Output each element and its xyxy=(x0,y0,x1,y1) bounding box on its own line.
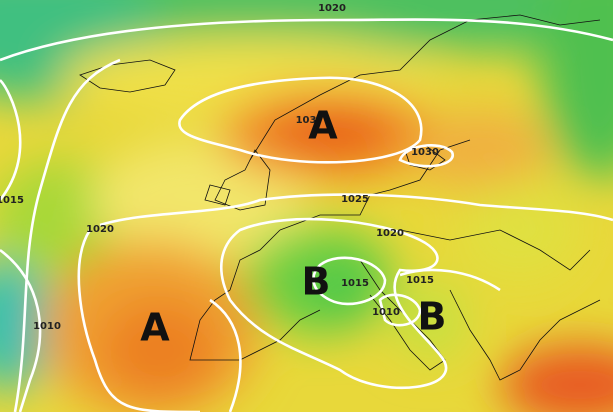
low-pressure-center: B xyxy=(418,295,447,339)
isobar-label: 1015 xyxy=(0,195,24,206)
isobar-label: 103 xyxy=(296,115,317,126)
isobar-label: 1030 xyxy=(411,147,439,158)
isobar-label: 1015 xyxy=(341,278,369,289)
isobar-label: 1020 xyxy=(376,228,404,239)
isobar-label: 1020 xyxy=(318,3,346,14)
isobar-label: 1010 xyxy=(372,307,400,318)
isobars xyxy=(0,18,613,412)
high-pressure-center: A xyxy=(140,306,170,350)
isobar-label: 1015 xyxy=(406,275,434,286)
isobar-label: 1010 xyxy=(33,321,61,332)
low-pressure-center: B xyxy=(302,260,331,304)
isobar-label: 1025 xyxy=(341,194,369,205)
isobar-label: 1020 xyxy=(86,224,114,235)
high-pressure-center: A xyxy=(308,104,338,148)
